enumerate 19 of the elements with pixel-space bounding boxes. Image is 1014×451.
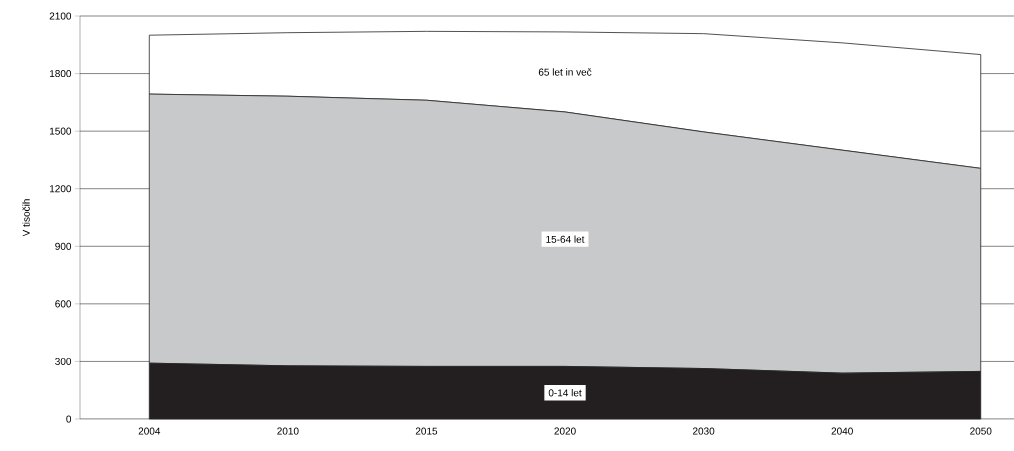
x-tick-label: 2050 [970, 427, 992, 435]
y-tick-label: 600 [55, 300, 72, 308]
y-axis-title: V tisočih [22, 199, 30, 237]
y-tick-label: 1500 [49, 127, 72, 135]
x-tick-label: 2015 [415, 427, 438, 435]
y-tick-label: 2100 [49, 12, 72, 20]
series-label: 15-64 let [546, 235, 585, 243]
y-tick-label: 1800 [49, 70, 72, 78]
y-tick-label: 0 [66, 415, 72, 423]
x-tick-label: 2030 [692, 427, 715, 435]
y-tick-label: 900 [55, 242, 72, 250]
series-label: 0-14 let [548, 389, 582, 397]
x-tick-label: 2020 [554, 427, 576, 435]
series-label: 65 let in več [538, 68, 592, 76]
y-tick-label: 300 [55, 357, 72, 365]
x-tick-label: 2040 [831, 427, 853, 435]
y-tick-label: 1200 [49, 185, 72, 193]
x-tick-label: 2010 [277, 427, 299, 435]
x-tick-label: 2004 [138, 427, 161, 435]
